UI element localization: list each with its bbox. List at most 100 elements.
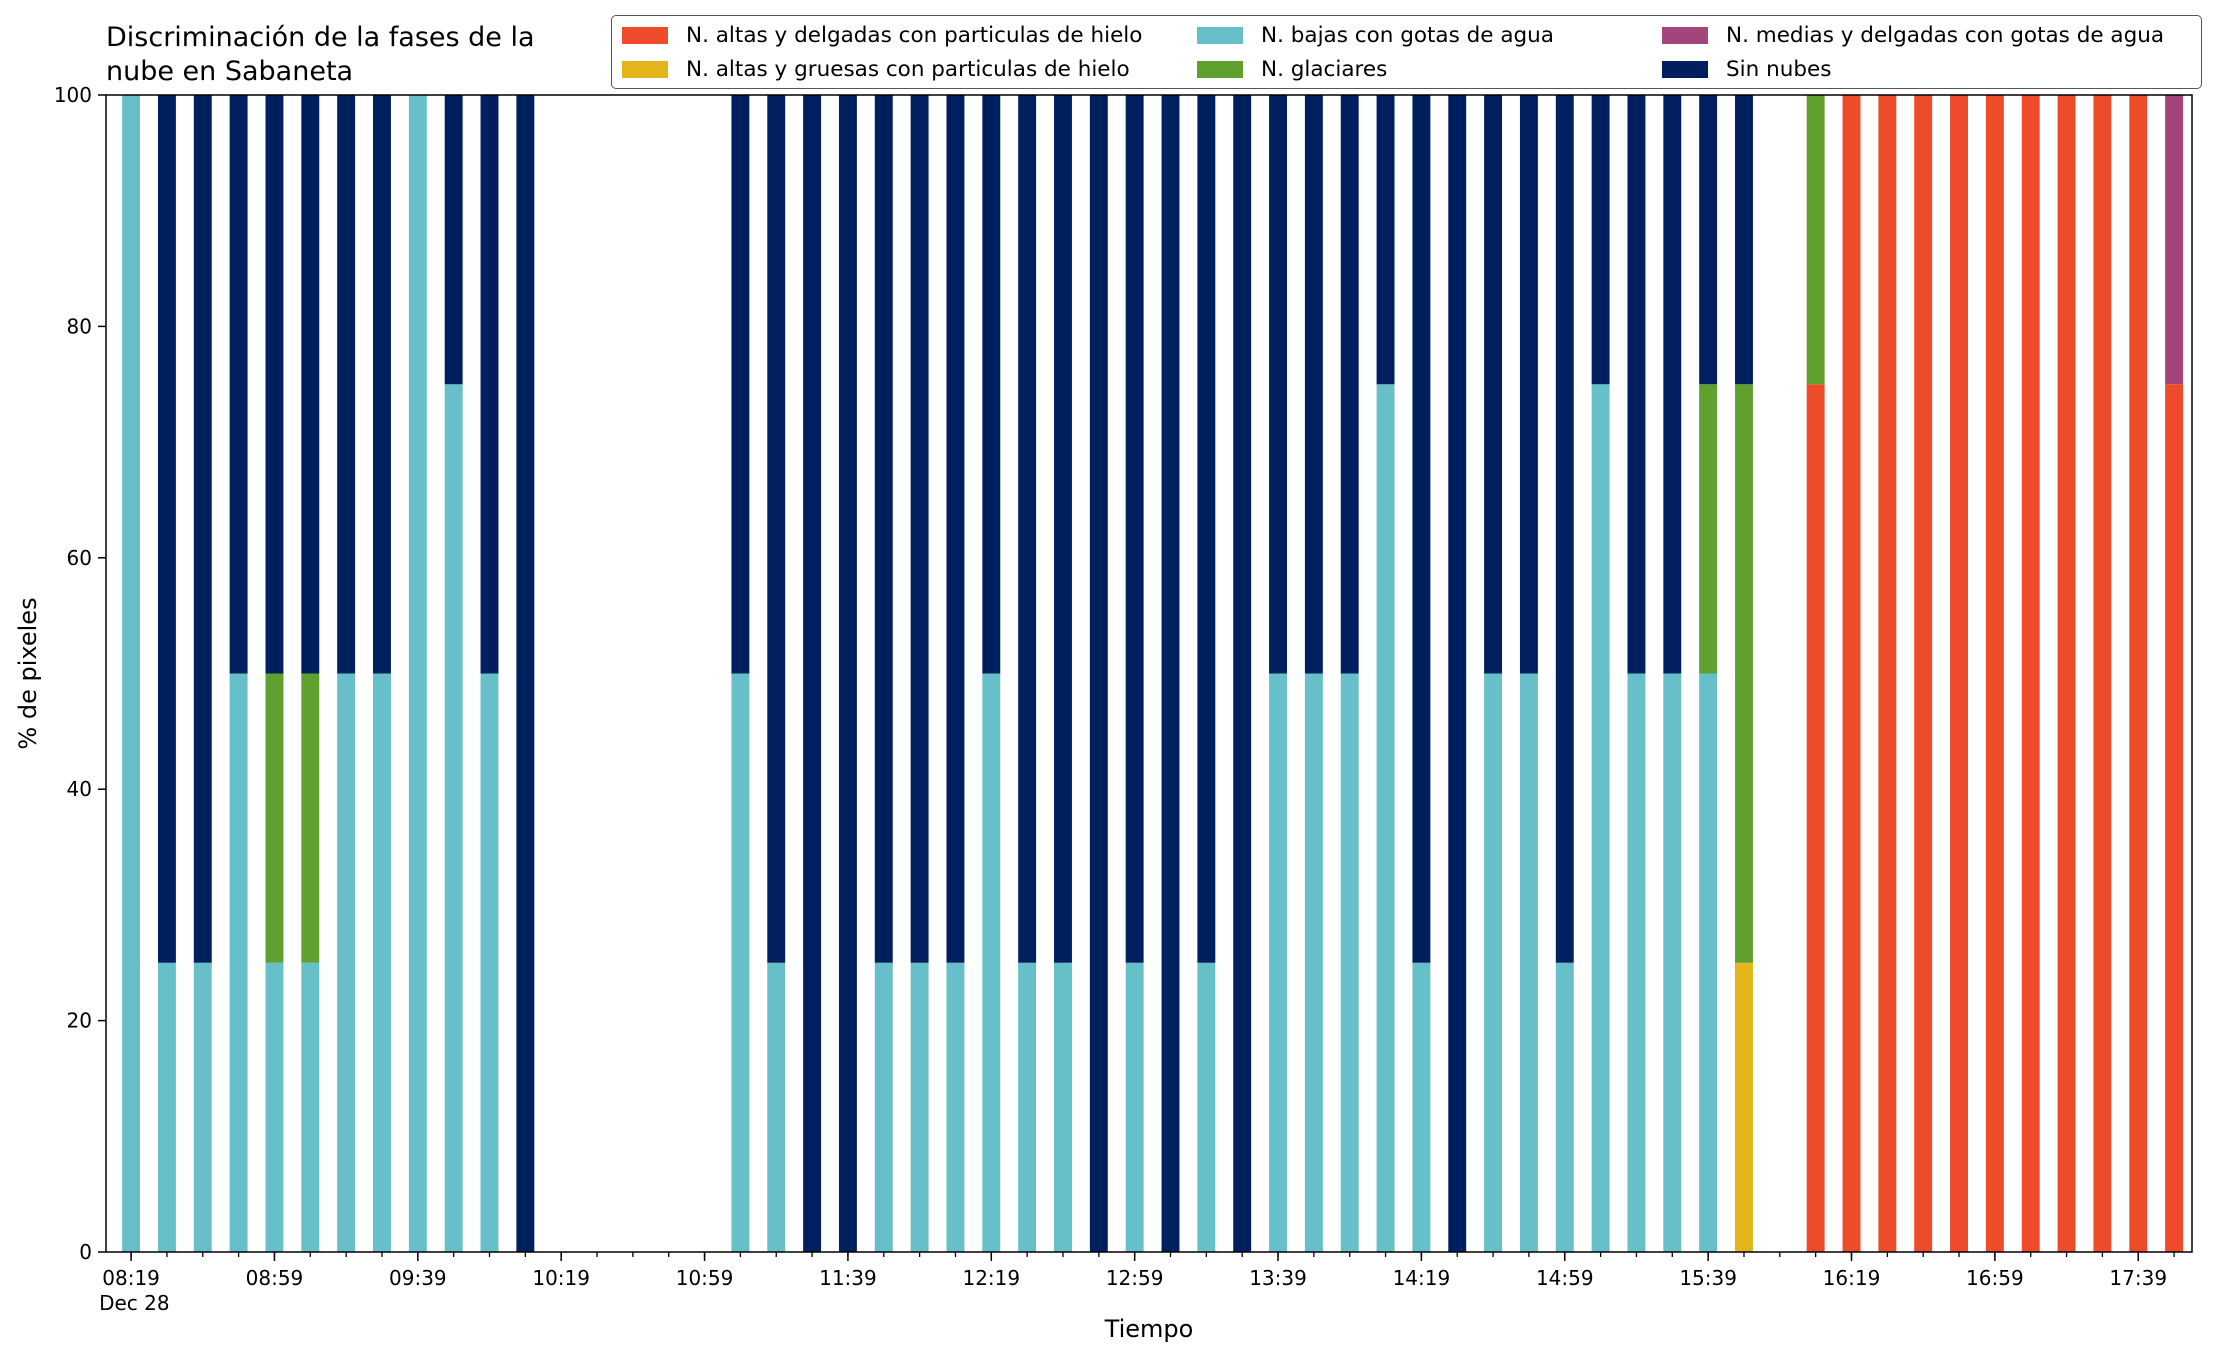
x-date-label: Dec 28 — [99, 1291, 170, 1315]
bar-segment-3-series-2 — [229, 673, 248, 1252]
bar-segment-26-series-5 — [1233, 95, 1252, 1252]
y-tick-label-4: 80 — [67, 314, 92, 338]
bar-segment-34-series-5 — [1519, 95, 1538, 674]
bar-segment-1-series-2 — [157, 962, 176, 1252]
y-axis: 0 20 40 60 80 100 — [54, 83, 106, 1264]
bar-segment-30-series-2 — [1376, 384, 1395, 1252]
bar-segment-1-series-5 — [157, 95, 176, 963]
bar-segment-46-series-0 — [1985, 95, 2004, 1252]
bar-segment-9-series-5 — [444, 95, 463, 385]
bar-segment-18-series-5 — [946, 95, 965, 963]
bar-segment-51-series-0 — [2165, 384, 2184, 1252]
bar-segment-31-series-5 — [1412, 95, 1431, 963]
x-tick-label-9: 14:19 — [1393, 1266, 1451, 1290]
bar-segment-23-series-2 — [1125, 962, 1144, 1252]
bar-segment-12-series-2 — [731, 673, 750, 1252]
y-axis-label: % de pixeles — [14, 597, 42, 749]
bar-segment-2-series-5 — [193, 95, 212, 963]
legend-label-2: N. bajas con gotas de agua — [1261, 22, 1554, 48]
legend-item-1: N. altas y gruesas con particulas de hie… — [622, 54, 1130, 84]
bar-segment-31-series-2 — [1412, 962, 1431, 1252]
x-tick-label-5: 11:39 — [819, 1266, 877, 1290]
bar-segment-28-series-5 — [1304, 95, 1323, 674]
bar-segment-35-series-5 — [1555, 95, 1574, 963]
bar-segment-19-series-2 — [982, 673, 1001, 1252]
bar-segment-48-series-0 — [2057, 95, 2076, 1252]
bar-segment-20-series-2 — [1018, 962, 1037, 1252]
bar-segment-33-series-5 — [1484, 95, 1503, 674]
legend-label-3: N. glaciares — [1261, 56, 1388, 82]
y-tick-label-1: 20 — [67, 1009, 92, 1033]
bar-segment-13-series-5 — [767, 95, 786, 963]
bar-segment-40-series-3 — [1735, 384, 1753, 963]
bar-segment-13-series-2 — [767, 962, 786, 1252]
chart-title-line-2: nube en Sabaneta — [106, 56, 354, 87]
bar-segment-9-series-2 — [444, 384, 463, 1252]
y-tick-label-2: 40 — [67, 777, 92, 801]
x-tick-label-3: 10:19 — [532, 1266, 590, 1290]
legend-label-0: N. altas y delgadas con particulas de hi… — [686, 22, 1143, 48]
bar-segment-35-series-2 — [1555, 962, 1574, 1252]
bar-segment-41-series-3 — [1806, 95, 1825, 385]
bar-segment-25-series-5 — [1197, 95, 1216, 963]
bar-segment-12-series-5 — [731, 95, 750, 674]
bar-segment-30-series-5 — [1376, 95, 1395, 385]
legend-item-4: N. medias y delgadas con gotas de agua — [1662, 20, 2164, 50]
y-tick-label-0: 0 — [79, 1240, 92, 1264]
x-tick-label-4: 10:59 — [676, 1266, 734, 1290]
bar-segment-42-series-0 — [1842, 95, 1861, 1252]
bar-segment-44-series-0 — [1914, 95, 1933, 1252]
legend-swatch-0 — [622, 26, 668, 44]
bar-segment-24-series-5 — [1161, 95, 1180, 1252]
legend-swatch-3 — [1197, 60, 1243, 78]
bar-segment-28-series-2 — [1304, 673, 1323, 1252]
legend-item-5: Sin nubes — [1662, 54, 1831, 84]
bar-segment-5-series-2 — [301, 962, 320, 1252]
bar-segment-40-series-1 — [1735, 962, 1753, 1252]
bar-segment-29-series-2 — [1340, 673, 1359, 1252]
bar-segment-27-series-5 — [1269, 95, 1287, 674]
bar-segment-4-series-5 — [265, 95, 284, 674]
bar-segment-5-series-5 — [301, 95, 320, 674]
bar-segment-11-series-5 — [516, 95, 535, 1252]
bar-segment-23-series-5 — [1125, 95, 1144, 963]
x-tick-label-14: 17:39 — [2109, 1266, 2167, 1290]
bar-segment-18-series-2 — [946, 962, 965, 1252]
legend-swatch-2 — [1197, 26, 1243, 44]
bar-segment-45-series-0 — [1950, 95, 1968, 1252]
chart-title-line-1: Discriminación de la fases de la — [106, 22, 535, 53]
x-tick-label-13: 16:59 — [1966, 1266, 2024, 1290]
bar-segment-39-series-3 — [1699, 384, 1718, 674]
legend-label-1: N. altas y gruesas con particulas de hie… — [686, 56, 1130, 82]
bar-segment-10-series-5 — [480, 95, 499, 674]
bar-segment-15-series-5 — [838, 95, 857, 1252]
legend-label-5: Sin nubes — [1726, 56, 1832, 82]
legend-swatch-1 — [622, 60, 668, 78]
legend-item-0: N. altas y delgadas con particulas de hi… — [622, 20, 1142, 50]
bar-segment-47-series-0 — [2021, 95, 2040, 1252]
bar-segment-29-series-5 — [1340, 95, 1359, 674]
bar-segment-7-series-2 — [373, 673, 391, 1252]
bar-segment-51-series-4 — [2165, 95, 2184, 385]
x-axis-label: Tiempo — [1104, 1315, 1194, 1343]
bar-segment-21-series-2 — [1054, 962, 1072, 1252]
bar-segment-27-series-2 — [1269, 673, 1287, 1252]
bar-segment-16-series-2 — [874, 962, 893, 1252]
plot-frame — [105, 94, 2193, 1253]
x-tick-label-12: 16:19 — [1823, 1266, 1881, 1290]
bar-segment-49-series-0 — [2093, 95, 2112, 1252]
x-tick-label-6: 12:19 — [962, 1266, 1020, 1290]
bar-segment-4-series-3 — [265, 673, 284, 963]
bar-segment-3-series-5 — [229, 95, 248, 674]
bar-segment-37-series-5 — [1627, 95, 1646, 674]
x-tick-label-0: 08:19 — [102, 1266, 160, 1290]
bar-segment-6-series-5 — [337, 95, 356, 674]
y-tick-label-3: 60 — [67, 546, 92, 570]
bar-segment-19-series-5 — [982, 95, 1001, 674]
bar-segment-43-series-0 — [1878, 95, 1897, 1252]
legend: N. altas y delgadas con particulas de hi… — [611, 15, 2202, 89]
bar-segment-2-series-2 — [193, 962, 212, 1252]
bar-segment-10-series-2 — [480, 673, 499, 1252]
bar-segment-38-series-5 — [1663, 95, 1682, 674]
bar-segment-5-series-3 — [301, 673, 320, 963]
